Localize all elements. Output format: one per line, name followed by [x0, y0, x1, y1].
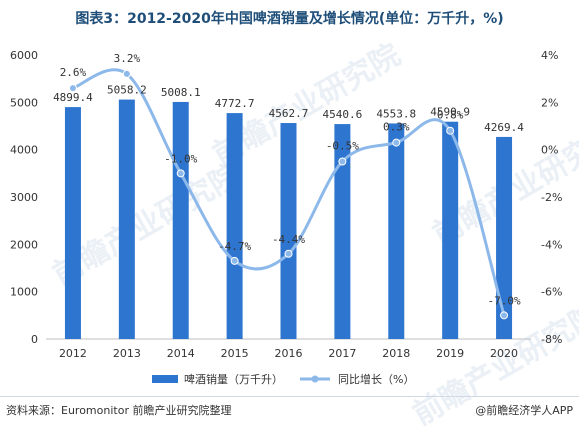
y-left-tick-label: 0 [31, 333, 38, 346]
chart-canvas: 0 1000 2000 3000 4000 5000 6000 -8% -6% -4% -2% 0% 2… [10, 49, 562, 386]
x-tick-label: 2016 [275, 347, 303, 360]
growth-value-label: 3.2% [114, 52, 141, 65]
legend-bar-swatch [152, 375, 178, 383]
y-right-tick-label: -2% [541, 191, 562, 204]
x-tick-label: 2014 [167, 347, 195, 360]
growth-value-label: -7.0% [487, 294, 520, 307]
growth-value-label: 0.8% [437, 109, 464, 122]
growth-point [392, 138, 401, 147]
bar [388, 123, 405, 340]
bar-value-label: 4269.4 [484, 121, 524, 134]
x-tick-label: 2017 [328, 347, 356, 360]
bar [172, 101, 189, 339]
bar [442, 121, 459, 339]
y-right-tick-label: 0% [541, 144, 558, 157]
growth-value-label: -4.4% [272, 233, 305, 246]
y-left-tick-label: 4000 [10, 144, 38, 157]
bar [64, 107, 81, 340]
x-tick-label: 2020 [490, 347, 518, 360]
growth-point [284, 249, 293, 258]
growth-value-label: -1.0% [164, 152, 197, 165]
y-right-tick-label: -6% [541, 286, 562, 299]
bar-value-label: 4899.4 [53, 91, 93, 104]
brand-credit: @前瞻经济学人APP [475, 404, 573, 417]
x-tick-label: 2015 [221, 347, 249, 360]
growth-point [446, 126, 455, 135]
bar-value-label: 4590.9 [430, 106, 470, 119]
source-note: 资料来源：Euromonitor 前瞻产业研究院整理 [6, 404, 232, 417]
y-right-tick-label: 4% [541, 49, 558, 62]
bar [226, 113, 243, 340]
bar-value-label: 4540.6 [323, 108, 363, 121]
y-right-tick-label: 2% [541, 96, 558, 109]
bar-value-label: 4553.8 [376, 107, 416, 120]
bar [280, 123, 297, 340]
bar-value-label: 5058.2 [107, 84, 147, 97]
growth-point [176, 169, 185, 178]
y-left-tick-label: 5000 [10, 96, 38, 109]
x-tick-label: 2019 [436, 347, 464, 360]
y-left-tick-label: 3000 [10, 191, 38, 204]
x-tick-label: 2012 [59, 347, 87, 360]
footer: 资料来源：Euromonitor 前瞻产业研究院整理 @前瞻经济学人APP [6, 402, 573, 420]
bar [334, 124, 351, 339]
growth-point [122, 69, 131, 78]
legend-line-label: 同比增长（%） [338, 372, 414, 386]
bar [496, 136, 513, 339]
growth-point [230, 256, 239, 265]
bar [118, 99, 135, 339]
chart-title: 图表3：2012-2020年中国啤酒销量及增长情况(单位：万千升，%) [75, 11, 504, 27]
growth-point [338, 157, 347, 166]
y-right-tick-label: -4% [541, 238, 562, 251]
x-tick-label: 2018 [382, 347, 410, 360]
bar-value-label: 5008.1 [161, 86, 201, 99]
bar-value-label: 4562.7 [269, 107, 309, 120]
y-left-tick-label: 6000 [10, 49, 38, 62]
growth-point [68, 84, 77, 93]
bar-value-label: 4772.7 [215, 97, 255, 110]
footer-divider [0, 396, 579, 397]
growth-value-label: -4.7% [218, 240, 251, 253]
legend-line-marker [311, 375, 319, 383]
y-left-tick-label: 2000 [10, 238, 38, 251]
legend-bar-label: 啤酒销量（万千升） [184, 372, 283, 386]
growth-value-label: 0.3% [383, 121, 410, 134]
y-left-tick-label: 1000 [10, 286, 38, 299]
growth-point [500, 311, 509, 320]
growth-value-label: 2.6% [60, 66, 87, 79]
growth-value-label: -0.5% [326, 140, 359, 153]
x-tick-label: 2013 [113, 347, 141, 360]
y-right-tick-label: -8% [541, 333, 562, 346]
